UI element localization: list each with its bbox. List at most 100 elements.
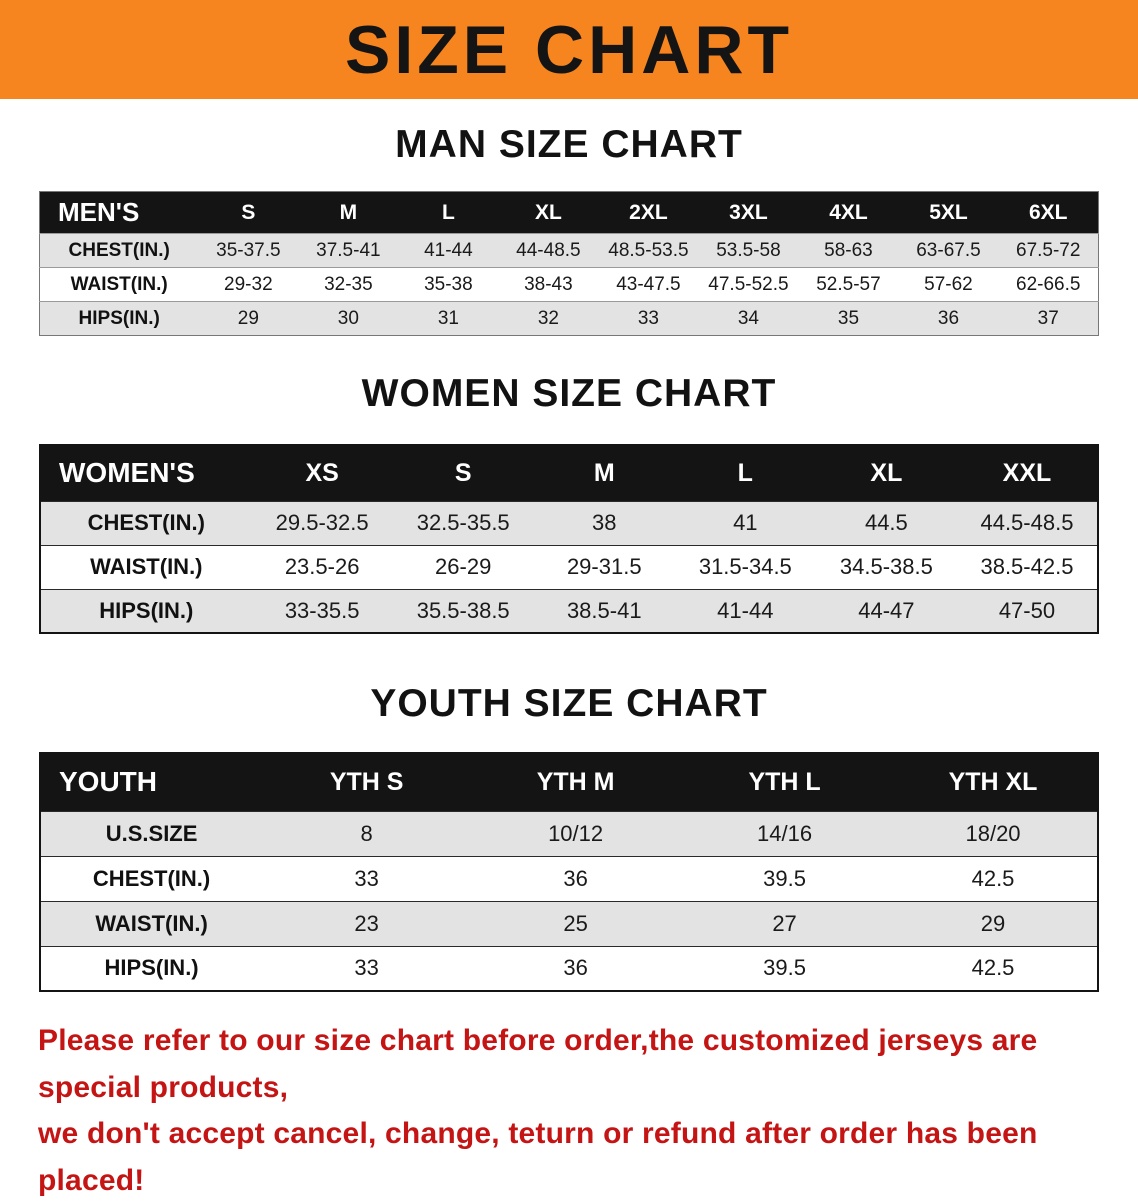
measurement-label: WAIST(IN.) <box>95 910 208 936</box>
measurement-label: WAIST(IN.) <box>70 273 168 295</box>
youth-size-section: YOUTH SIZE CHART YOUTH YTH S YTH M YTH L YTH… <box>0 682 1138 992</box>
size-value-cell: 34.5-38.5 <box>839 554 933 579</box>
size-value-cell: 32-35 <box>324 273 373 295</box>
size-value-cell: 33 <box>354 955 379 981</box>
size-value-cell: 35.5-38.5 <box>416 597 510 623</box>
size-column-header: M <box>298 191 399 234</box>
size-value-cell: 37 <box>1037 307 1059 329</box>
size-column-header: XS <box>251 445 393 501</box>
size-value-cell: 33 <box>354 865 379 891</box>
measurement-label: HIPS(IN.) <box>78 307 160 329</box>
table-row: WAIST(IN.) 23 25 27 29 <box>40 901 1098 946</box>
size-value-cell: 36 <box>563 955 588 981</box>
size-column-header: XL <box>815 445 957 501</box>
size-value-cell: 63-67.5 <box>916 239 981 261</box>
size-value-cell: 8 <box>360 820 373 846</box>
size-value-cell: 44.5-48.5 <box>980 510 1074 535</box>
size-value-cell: 18/20 <box>965 820 1021 846</box>
size-value-cell: 48.5-53.5 <box>608 239 689 261</box>
size-column-header: 3XL <box>698 191 799 234</box>
table-row: CHEST(IN.) 29.5-32.5 32.5-35.5 38 41 44.5 44.5… <box>40 501 1098 545</box>
table-header-row: WOMEN'S XS S M L XL XXL <box>40 445 1098 501</box>
size-value-cell: 39.5 <box>763 865 806 891</box>
size-value-cell: 38 <box>592 510 617 535</box>
size-column-header: 6XL <box>998 191 1099 234</box>
size-value-cell: 37.5-41 <box>316 239 381 261</box>
size-value-cell: 33-35.5 <box>284 597 360 623</box>
size-value-cell: 47.5-52.5 <box>708 273 789 295</box>
size-value-cell: 29 <box>980 910 1006 936</box>
measurement-label: HIPS(IN.) <box>99 597 194 623</box>
size-value-cell: 38-43 <box>524 273 573 295</box>
size-column-header: YTH S <box>262 753 472 811</box>
size-column-header: 2XL <box>598 191 699 234</box>
size-value-cell: 29 <box>237 307 259 329</box>
measurement-label: CHEST(IN.) <box>68 239 170 261</box>
size-column-header: L <box>398 191 499 234</box>
size-column-header: YTH M <box>471 753 681 811</box>
youth-section-heading: YOUTH SIZE CHART <box>370 682 768 725</box>
size-value-cell: 44-48.5 <box>516 239 581 261</box>
size-value-cell: 29-32 <box>224 273 273 295</box>
size-value-cell: 41-44 <box>424 239 473 261</box>
table-corner-label: YOUTH <box>40 753 263 811</box>
size-value-cell: 29.5-32.5 <box>275 510 369 535</box>
men-size-section: MAN SIZE CHART MEN'S S M L XL 2XL 3XL 4XL 5XL 6XL… <box>0 123 1138 336</box>
table-corner-label: WOMEN'S <box>40 445 252 501</box>
men-section-heading: MAN SIZE CHART <box>395 123 743 166</box>
table-row: WAIST(IN.) 29-32 32-35 35-38 38-43 43-47.5 47.… <box>39 267 1099 302</box>
disclaimer-line-1: Please refer to our size chart before or… <box>38 1024 1038 1104</box>
size-value-cell: 62-66.5 <box>1016 273 1081 295</box>
size-value-cell: 36 <box>937 307 960 329</box>
size-value-cell: 44.5 <box>864 510 908 535</box>
size-value-cell: 67.5-72 <box>1016 239 1081 261</box>
measurement-label: CHEST(IN.) <box>87 510 205 535</box>
table-corner-label: MEN'S <box>39 191 199 234</box>
size-value-cell: 41-44 <box>717 597 774 623</box>
size-column-header: XXL <box>956 445 1098 501</box>
size-value-cell: 35 <box>837 307 860 329</box>
women-size-table: WOMEN'S XS S M L XL XXL CHEST(IN.) 29.5-32.5 32.5… <box>39 444 1099 634</box>
size-value-cell: 32.5-35.5 <box>416 510 510 535</box>
table-row: CHEST(IN.) 33 36 39.5 42.5 <box>40 856 1098 901</box>
table-row: HIPS(IN.) 33-35.5 35.5-38.5 38.5-41 41-44 44-… <box>40 589 1098 633</box>
disclaimer-text: Please refer to our size chart before or… <box>0 1018 1138 1204</box>
size-value-cell: 34 <box>737 307 759 329</box>
size-value-cell: 38.5-42.5 <box>980 554 1074 579</box>
size-value-cell: 30 <box>337 307 359 329</box>
size-value-cell: 58-63 <box>824 239 873 261</box>
size-value-cell: 35-38 <box>424 273 473 295</box>
size-value-cell: 10/12 <box>548 820 604 846</box>
table-header-row: YOUTH YTH S YTH M YTH L YTH XL <box>40 753 1098 811</box>
size-value-cell: 27 <box>772 910 797 936</box>
size-value-cell: 25 <box>563 910 588 936</box>
size-value-cell: 31 <box>437 307 459 329</box>
size-value-cell: 57-62 <box>924 273 973 295</box>
size-value-cell: 39.5 <box>763 955 806 981</box>
size-value-cell: 53.5-58 <box>716 239 781 261</box>
measurement-label: WAIST(IN.) <box>90 554 203 579</box>
size-value-cell: 44-47 <box>858 597 915 623</box>
size-value-cell: 29-31.5 <box>566 554 642 579</box>
table-row: HIPS(IN.) 33 36 39.5 42.5 <box>40 946 1098 991</box>
measurement-label: HIPS(IN.) <box>104 955 199 981</box>
size-column-header: L <box>674 445 816 501</box>
size-value-cell: 41 <box>733 510 758 535</box>
men-size-table: MEN'S S M L XL 2XL 3XL 4XL 5XL 6XL CHEST(IN.) 35-37… <box>39 191 1099 336</box>
table-row: U.S.SIZE 8 10/12 14/16 18/20 <box>40 811 1098 856</box>
size-column-header: XL <box>498 191 599 234</box>
disclaimer-line-2: we don't accept cancel, change, teturn o… <box>38 1117 1038 1197</box>
size-value-cell: 47-50 <box>998 597 1056 623</box>
women-section-heading: WOMEN SIZE CHART <box>361 372 777 415</box>
women-size-section: WOMEN SIZE CHART WOMEN'S XS S M L XL XXL CHEST(… <box>0 372 1138 634</box>
size-value-cell: 31.5-34.5 <box>698 554 792 579</box>
size-value-cell: 38.5-41 <box>566 597 642 623</box>
table-row: HIPS(IN.) 29 30 31 32 33 34 35 36 37 <box>39 301 1099 336</box>
measurement-label: CHEST(IN.) <box>92 865 211 891</box>
banner: SIZE CHART <box>0 0 1138 99</box>
youth-size-table: YOUTH YTH S YTH M YTH L YTH XL U.S.SIZE 8 10/12… <box>39 752 1099 992</box>
page-title: SIZE CHART <box>345 11 793 88</box>
table-header-row: MEN'S S M L XL 2XL 3XL 4XL 5XL 6XL <box>39 191 1099 234</box>
size-value-cell: 52.5-57 <box>816 273 881 295</box>
